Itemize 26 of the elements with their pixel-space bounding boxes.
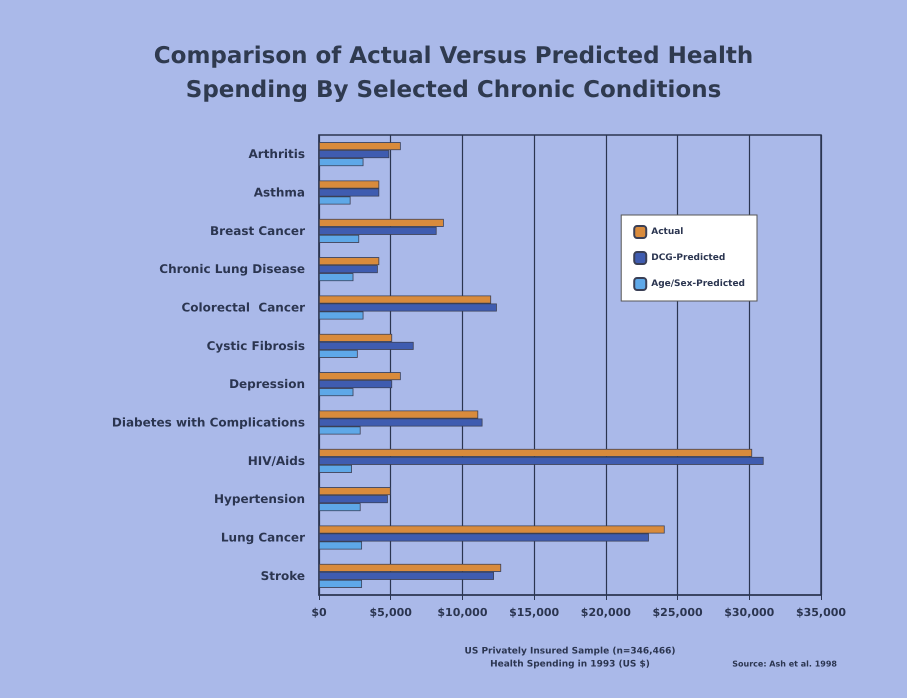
chart-title: Comparison of Actual Versus Predicted Health Spending By Selected Chronic Conditions <box>154 43 754 103</box>
y-tick-label: HIV/Aids <box>248 454 305 468</box>
legend-label: Age/Sex-Predicted <box>651 279 746 289</box>
y-tick-label: Chronic Lung Disease <box>159 262 305 276</box>
y-tick-label: Hypertension <box>214 492 305 506</box>
y-tick-label: Diabetes with Complications <box>112 416 305 430</box>
x-tick-label: $30,000 <box>724 606 775 619</box>
x-axis-title: US Privately Insured Sample (n=346,466) Health Spending in 1993 (US $) <box>464 646 676 670</box>
y-tick-label: Stroke <box>260 568 305 583</box>
x-tick-label: $20,000 <box>580 606 632 619</box>
legend-label: Actual <box>651 227 684 237</box>
y-tick-label: Cystic Fibrosis <box>206 338 305 353</box>
y-tick-label: Colorectal Cancer <box>182 300 306 314</box>
y-tick-label: Asthma <box>254 186 305 200</box>
x-tick-label: $15,000 <box>509 606 560 619</box>
legend-label: DCG-Predicted <box>651 253 726 263</box>
x-tick-label: $35,000 <box>796 606 846 619</box>
source-note: Source: Ash et al. 1998 <box>732 660 838 668</box>
y-tick-label: Depression <box>229 377 305 392</box>
x-tick-label: $5,000 <box>369 606 412 619</box>
x-tick-label: $25,000 <box>652 606 703 619</box>
x-tick-label: $0 <box>311 606 327 619</box>
x-tick-label: $10,000 <box>437 606 488 619</box>
y-tick-label: Arthritis <box>248 147 305 162</box>
y-tick-label: Lung Cancer <box>220 530 306 544</box>
y-tick-label: Breast Cancer <box>210 224 306 238</box>
